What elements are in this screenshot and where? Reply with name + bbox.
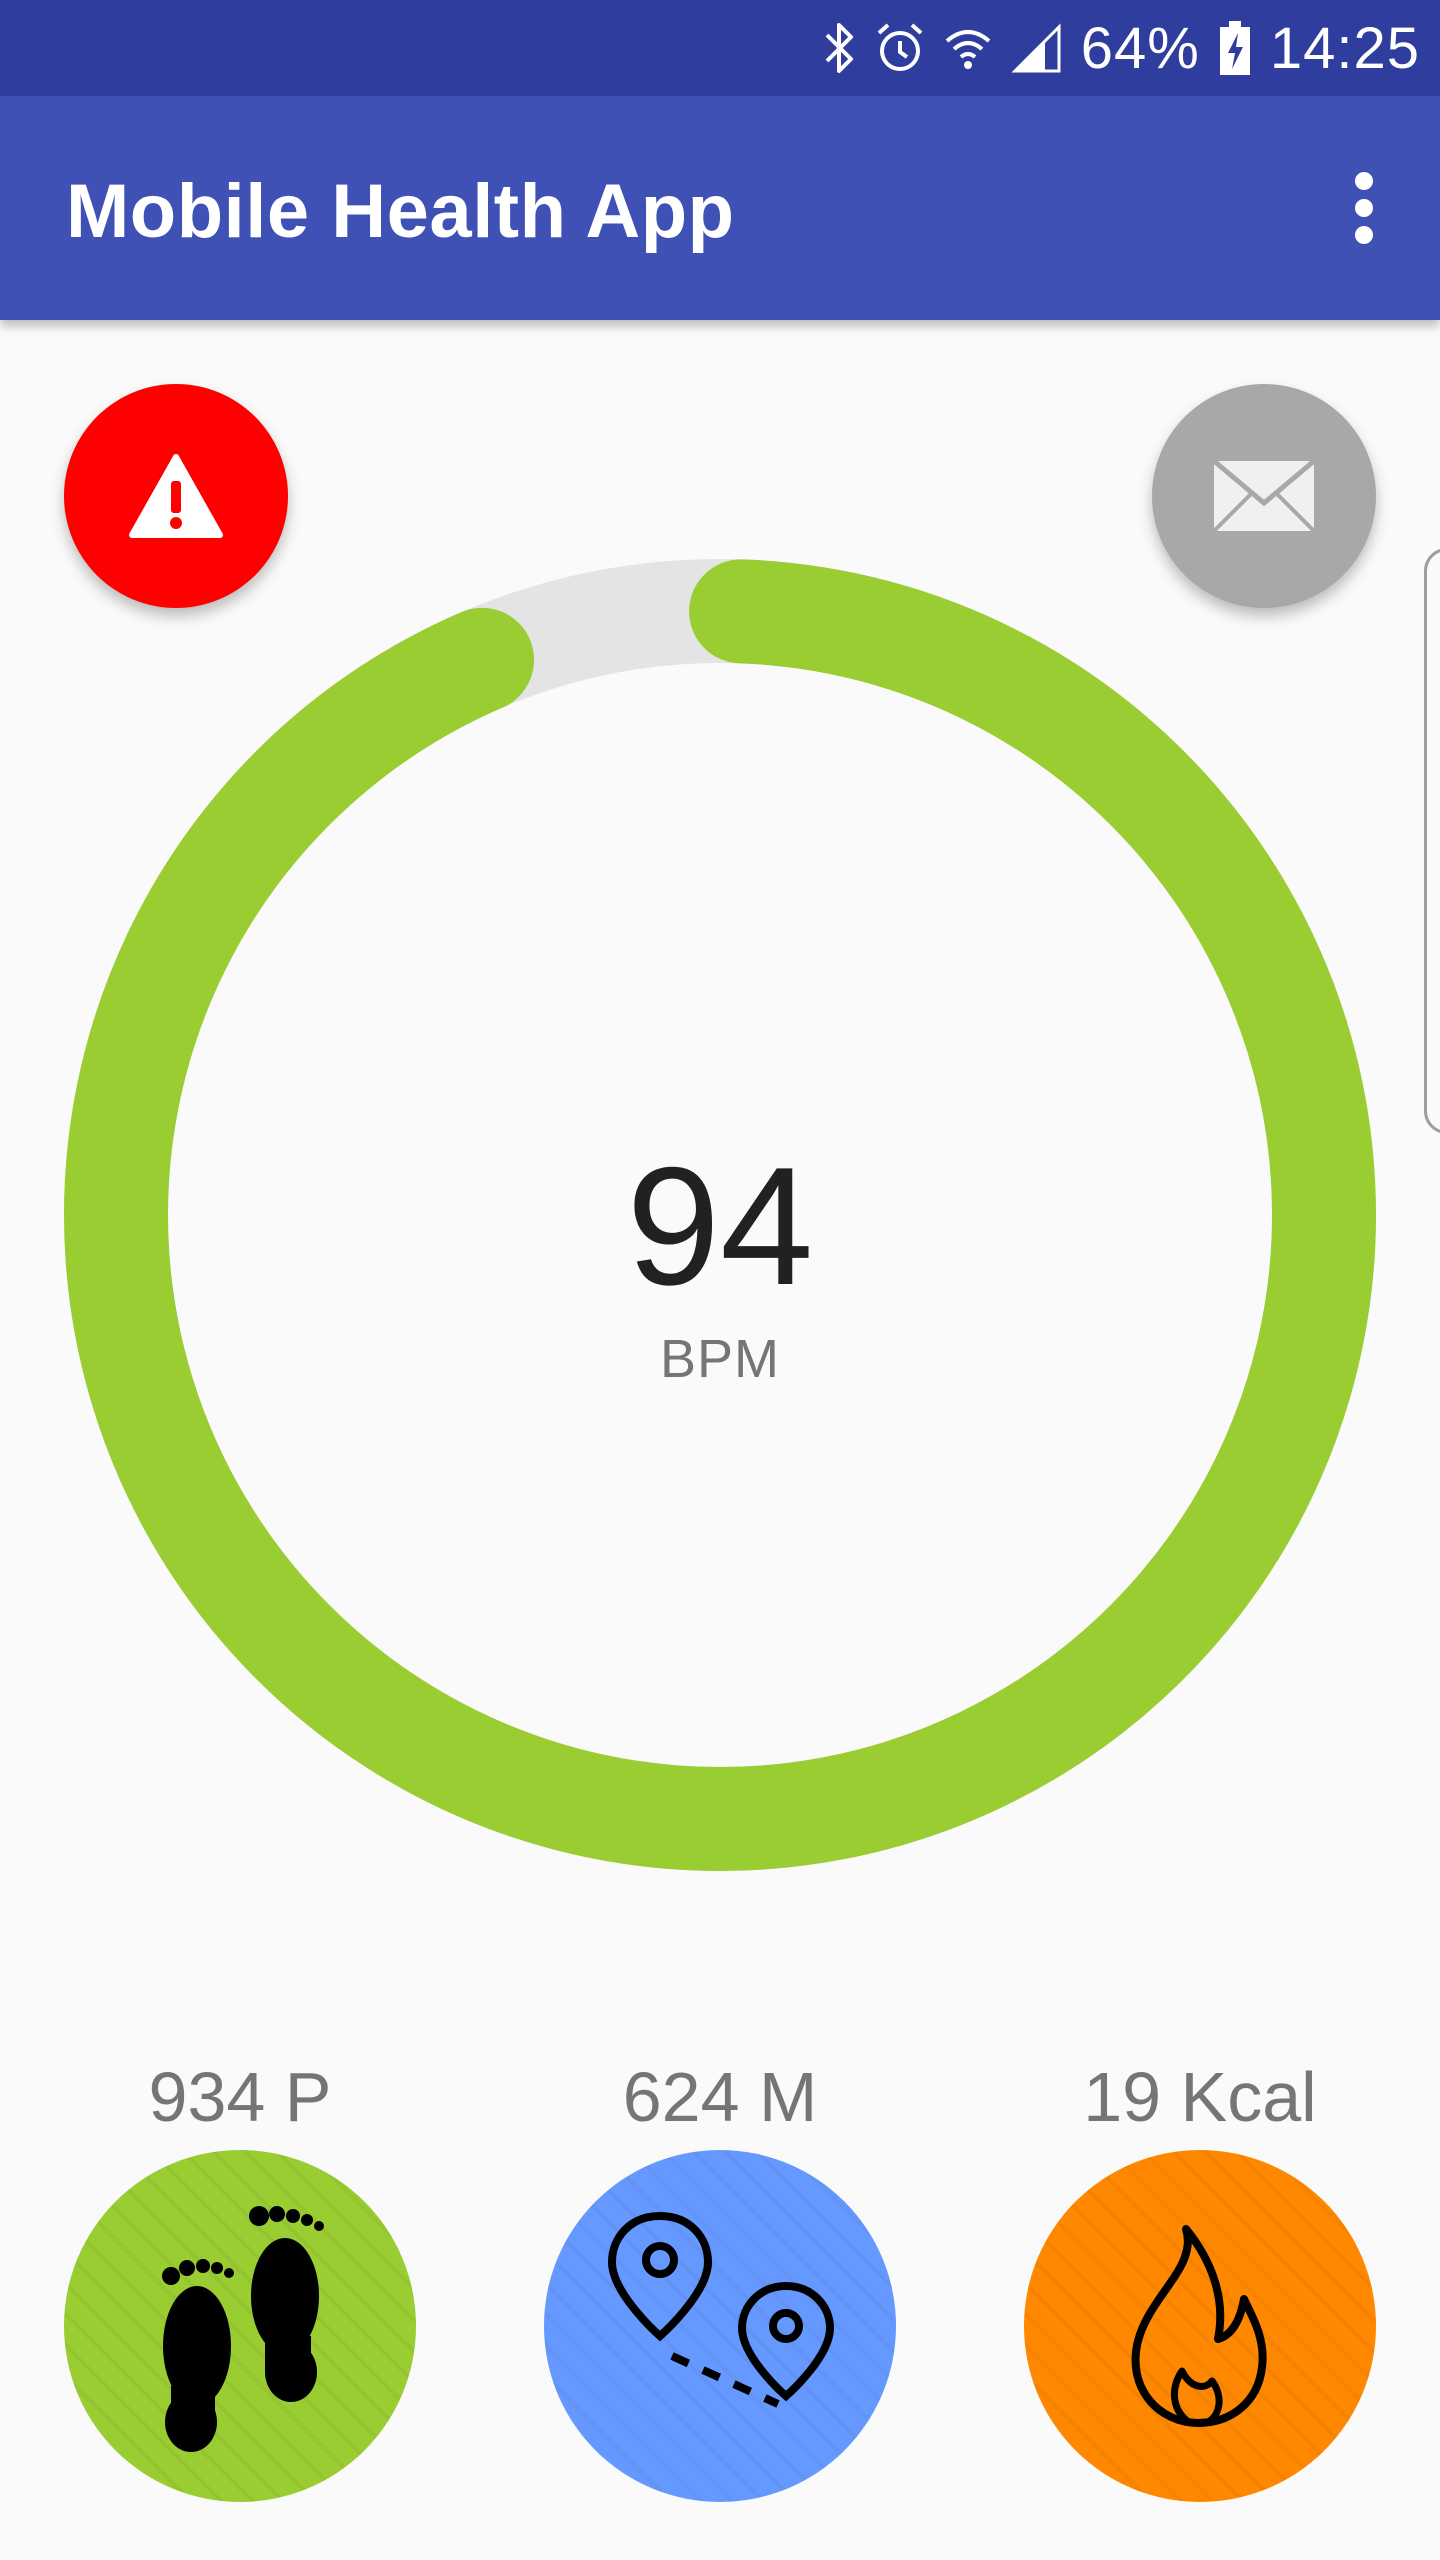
status-time: 14:25	[1269, 15, 1420, 81]
app-title: Mobile Health App	[66, 169, 735, 254]
battery-charging-icon	[1219, 21, 1250, 75]
wifi-icon	[945, 30, 991, 69]
route-pins-icon	[607, 2211, 835, 2408]
status-bar: 64% 14:25	[0, 0, 1440, 96]
distance-button[interactable]	[544, 2150, 896, 2502]
side-panel-handle[interactable]	[1424, 548, 1440, 1134]
bluetooth-icon	[825, 23, 853, 73]
distance-label: 624 M	[622, 2058, 818, 2136]
battery-percent: 64%	[1080, 15, 1200, 81]
heart-rate-value: 94	[626, 1132, 814, 1320]
calories-button[interactable]	[1024, 2150, 1376, 2502]
app-bar: Mobile Health App	[0, 96, 1440, 320]
alert-button[interactable]	[64, 384, 288, 608]
steps-stat: 934 P	[64, 2052, 416, 2502]
calories-stat: 19 Kcal	[1024, 2052, 1376, 2502]
calories-label: 19 Kcal	[1083, 2058, 1317, 2136]
overflow-menu-icon[interactable]	[1334, 162, 1394, 254]
flame-icon	[1131, 2225, 1267, 2427]
steps-button[interactable]	[64, 2150, 416, 2502]
heart-rate-unit: BPM	[659, 1329, 781, 1389]
message-button[interactable]	[1152, 384, 1376, 608]
steps-label: 934 P	[148, 2058, 332, 2136]
warning-icon	[129, 454, 223, 538]
footprints-icon	[162, 2206, 324, 2452]
signal-icon	[1011, 23, 1061, 73]
envelope-icon	[1212, 459, 1316, 533]
distance-stat: 624 M	[544, 2052, 896, 2502]
alarm-icon	[877, 23, 923, 71]
